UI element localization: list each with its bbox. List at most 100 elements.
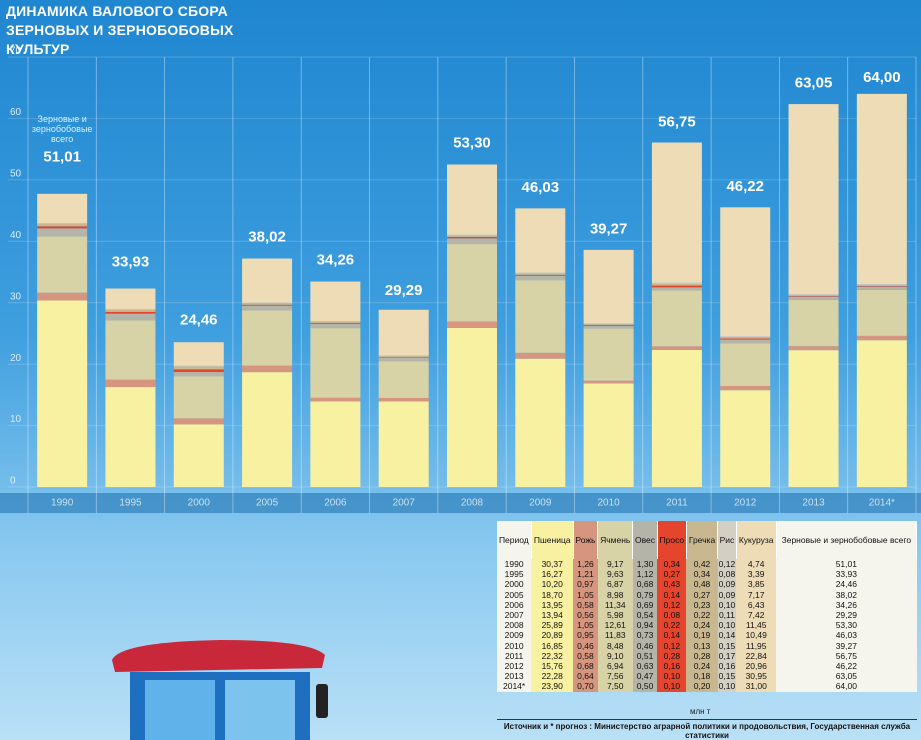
bar-segment: [447, 236, 497, 239]
data-table: Период Пшеница Рожь Ячмень Овес Просо Гречка Ри…: [497, 521, 918, 692]
cell: 20,89: [531, 630, 574, 641]
cell: 7,42: [736, 610, 777, 621]
cell: 0,10: [657, 681, 687, 692]
bar-segment: [651, 346, 702, 350]
table-row: 2009 20,89 0,95 11,83 0,73 0,14 0,19 0,14 10,49 4…: [497, 630, 917, 641]
cell: 0,54: [632, 610, 658, 621]
cell: 56,75: [835, 650, 857, 661]
table-row: 2008 25,89 1,05 12,61 0,94 0,22 0,24 0,10 11,45 5…: [497, 620, 917, 631]
bar-segment: [583, 323, 634, 325]
total-label: 56,75: [658, 113, 696, 130]
bar-segment: [856, 286, 907, 290]
cell: 0,73: [632, 630, 658, 641]
cell: 22,28: [531, 671, 574, 682]
bar-segment: [242, 303, 293, 305]
cell: 30,37: [531, 559, 574, 570]
cell: 0,10: [657, 671, 687, 682]
bar-segment: [515, 274, 566, 276]
source: Источник и * прогноз : Министерство агра…: [497, 719, 917, 740]
table-row: 1990 30,37 1,26 9,17 1,30 0,34 0,42 0,12 4,74 51,…: [497, 559, 917, 570]
bar-segment: [447, 327, 497, 487]
x-tick-label: 2013: [802, 498, 825, 509]
cell: 0,08: [717, 569, 737, 580]
cell: 1995: [504, 569, 524, 580]
cell: 13,95: [531, 599, 574, 611]
total-label: 38,02: [248, 228, 286, 245]
x-tick-label: 1995: [119, 498, 142, 509]
header-cell: Зерновые и зернобобовые всего: [776, 521, 918, 559]
bar-segment: [242, 310, 293, 366]
table-row: 2012 15,76 0,68 6,94 0,63 0,16 0,24 0,16 20,96 46…: [497, 661, 917, 672]
header-cell: Рис: [717, 521, 737, 559]
x-tick-label: 2007: [393, 498, 416, 509]
bar-segment: [105, 288, 156, 310]
bar-segment: [651, 349, 702, 487]
bar-segment: [242, 304, 293, 306]
cell: 2000: [504, 579, 524, 590]
cell: 6,43: [736, 599, 777, 611]
bar-segment: [173, 365, 224, 367]
bar-segment: [310, 321, 361, 322]
cell: 6,94: [597, 661, 633, 672]
table-row: 2013 22,28 0,64 7,56 0,47 0,10 0,18 0,15 30,95 63…: [497, 671, 917, 682]
bar-segment: [105, 320, 156, 380]
x-tick-label: 2014*: [869, 498, 895, 509]
bar-segment: [447, 244, 497, 322]
cell: 0,16: [657, 661, 687, 672]
cell: 2006: [504, 599, 524, 610]
cell: 2009: [504, 630, 524, 641]
bar-segment: [242, 365, 293, 373]
bar-segment: [583, 383, 634, 487]
x-tick-label: 2009: [529, 498, 552, 509]
bar-segment: [720, 339, 771, 344]
chart-title: ДИНАМИКА ВАЛОВОГО СБОРА ЗЕРНОВЫХ И ЗЕРНО…: [6, 3, 234, 57]
bar-segment: [788, 296, 839, 300]
bar-segment: [447, 164, 497, 235]
cell: 7,56: [597, 671, 633, 682]
bar-segment: [856, 289, 907, 336]
x-tick-label: 1990: [51, 498, 74, 509]
bar-segment: [105, 309, 156, 312]
cell: 8,48: [597, 640, 633, 651]
total-label: 53,30: [453, 135, 491, 152]
bar-segment: [583, 249, 634, 324]
cell: 0,09: [717, 589, 737, 600]
cell: 0,63: [632, 661, 658, 672]
unit-label: млн т: [690, 707, 711, 716]
bar-segment: [310, 328, 361, 398]
cell: 0,28: [657, 650, 687, 662]
total-label: 39,27: [590, 221, 628, 238]
bar-segment: [651, 282, 702, 284]
cell: 38,02: [835, 589, 857, 600]
cell: 15,76: [531, 661, 574, 672]
cell: 53,30: [835, 620, 857, 631]
bar-segment: [310, 323, 361, 324]
bar-segment: [788, 296, 839, 297]
cell: 0,17: [717, 650, 737, 662]
cell: 22,32: [531, 650, 574, 662]
total-label: 24,46: [180, 312, 218, 329]
bar-segment: [720, 336, 771, 338]
cell: 0,15: [717, 671, 737, 682]
cell: 11,95: [736, 640, 777, 651]
cell: 0,27: [657, 569, 687, 580]
table-row: 2007 13,94 0,56 5,98 0,54 0,08 0,22 0,11 7,42 29,…: [497, 610, 917, 621]
y-tick-label: 50: [10, 168, 22, 179]
bar-segment: [242, 372, 293, 487]
cell: 1,12: [632, 569, 658, 580]
cell: 1,05: [573, 620, 598, 631]
y-tick-label: 20: [10, 353, 22, 364]
bar-segment: [173, 342, 224, 366]
x-tick-label: 2012: [734, 498, 757, 509]
bar-segment: [515, 358, 566, 487]
bar-segment: [515, 352, 566, 359]
table-row: 2010 16,85 0,46 8,48 0,46 0,12 0,13 0,15 11,95 39…: [497, 640, 917, 651]
cell: 0,12: [657, 599, 687, 611]
cell: 0,56: [573, 610, 598, 621]
cell: 0,46: [573, 640, 598, 651]
x-tick-label: 2000: [188, 498, 211, 509]
bar-segment: [173, 376, 224, 419]
bar-segment: [788, 295, 839, 297]
cell: 31,00: [736, 681, 777, 692]
